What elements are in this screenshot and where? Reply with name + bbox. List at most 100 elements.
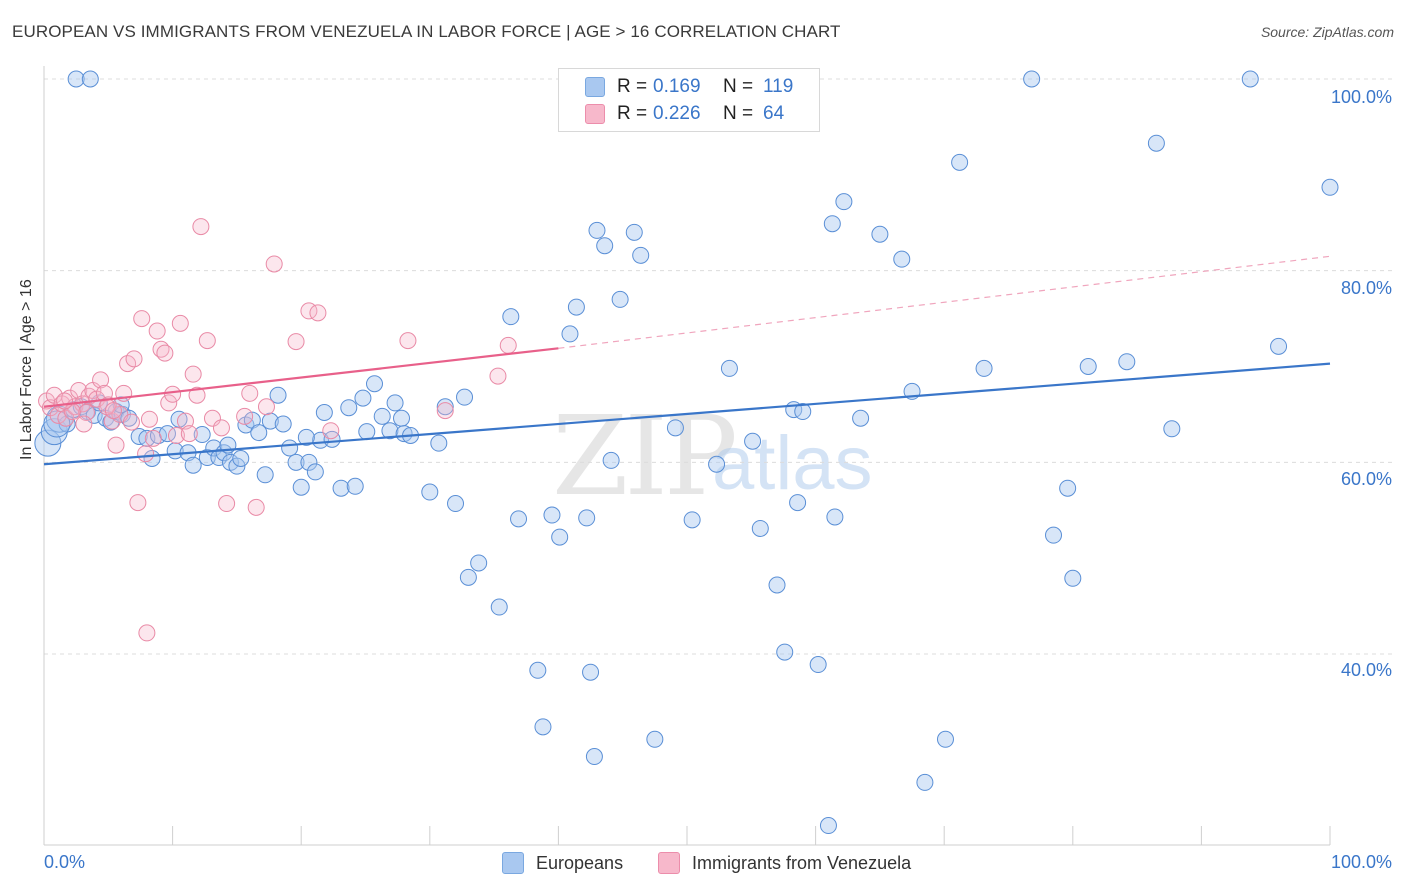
europeans-point — [354, 389, 372, 407]
europeans-point — [1118, 353, 1136, 371]
n-label: N = — [723, 76, 754, 97]
venezuela-point — [257, 398, 275, 416]
europeans-point — [430, 434, 448, 452]
europeans-point — [529, 661, 547, 679]
y-axis-label: In Labor Force | Age > 16 — [18, 279, 35, 460]
europeans-point — [611, 290, 629, 308]
y-tick-label-40: 40.0% — [1340, 660, 1392, 680]
europeans-point — [1059, 479, 1077, 497]
venezuela-point — [309, 304, 327, 322]
europeans-point — [582, 663, 600, 681]
europeans-point — [269, 386, 287, 404]
europeans-point — [1163, 420, 1181, 438]
legend-item-europeans[interactable]: Europeans — [502, 852, 623, 874]
europeans-point — [683, 511, 701, 529]
europeans-point — [323, 430, 341, 448]
venezuela-point — [322, 422, 340, 440]
europeans-point — [1045, 526, 1063, 544]
europeans-point — [67, 70, 85, 88]
europeans-point — [871, 225, 889, 243]
legend-label: Immigrants from Venezuela — [692, 852, 912, 873]
venezuela-point — [148, 322, 166, 340]
legend-label: Europeans — [536, 852, 624, 873]
europeans-point — [1241, 70, 1259, 88]
venezuela-point — [70, 381, 88, 399]
venezuela-trend-extension — [558, 255, 1331, 349]
venezuela-trend-line — [43, 347, 559, 408]
europeans-point — [395, 425, 413, 443]
venezuela-point — [164, 385, 182, 403]
europeans-point — [720, 359, 738, 377]
europeans-swatch — [585, 77, 605, 97]
europeans-point — [789, 494, 807, 512]
europeans-point — [625, 223, 643, 241]
stats-legend: R = 0.169 N = 119 R = 0.226 N = 64 — [558, 68, 820, 132]
europeans-point — [502, 308, 520, 326]
venezuela-point — [192, 218, 210, 236]
europeans-point — [826, 508, 844, 526]
venezuela-point — [138, 624, 156, 642]
europeans-point — [332, 479, 350, 497]
venezuela-point — [212, 419, 230, 437]
venezuela-point — [57, 409, 75, 427]
europeans-point — [81, 70, 99, 88]
europeans-point — [170, 410, 188, 428]
europeans-point — [776, 643, 794, 661]
venezuela-point — [140, 410, 158, 428]
europeans-point — [358, 423, 376, 441]
europeans-point — [340, 399, 358, 417]
europeans-point — [708, 455, 726, 473]
legend-item-venezuela[interactable]: Immigrants from Venezuela — [658, 852, 911, 874]
venezuela-point — [265, 255, 283, 273]
venezuela-point — [133, 310, 151, 328]
europeans-point — [459, 568, 477, 586]
europeans-point — [1270, 337, 1288, 355]
venezuela-point — [144, 429, 162, 447]
europeans-point — [1064, 569, 1082, 587]
europeans-point — [588, 221, 606, 239]
europeans-point — [916, 773, 934, 791]
europeans-point — [274, 415, 292, 433]
europeans-point — [823, 215, 841, 233]
r-value: 0.169 — [653, 76, 701, 97]
europeans-point — [543, 506, 561, 524]
europeans-point — [534, 718, 552, 736]
venezuela-point — [241, 384, 259, 402]
europeans-point — [561, 325, 579, 343]
europeans-point — [893, 250, 911, 268]
europeans-point — [510, 510, 528, 528]
venezuela-point — [489, 367, 507, 385]
venezuela-point — [198, 332, 216, 350]
europeans-trend-line — [43, 362, 1331, 466]
stats-legend-row-venezuela: R = 0.226 N = 64 — [585, 102, 784, 126]
europeans-point — [551, 528, 569, 546]
europeans-point — [852, 409, 870, 427]
europeans-point — [250, 424, 268, 442]
chart-source: Source: ZipAtlas.com — [1260, 24, 1394, 40]
r-value: 0.226 — [653, 103, 701, 124]
europeans-point — [744, 432, 762, 450]
venezuela-point — [203, 409, 221, 427]
chart-title: EUROPEAN VS IMMIGRANTS FROM VENEZUELA IN… — [12, 22, 841, 41]
europeans-point — [373, 407, 391, 425]
watermark-atlas: atlas — [712, 421, 873, 506]
europeans-point — [1321, 178, 1339, 196]
europeans-point — [184, 456, 202, 474]
y-tick-label-100: 100.0% — [1330, 87, 1392, 107]
europeans-point — [261, 412, 279, 430]
europeans-point — [315, 404, 333, 421]
europeans-point — [456, 388, 474, 406]
x-tick-label-min: 0.0% — [44, 852, 86, 872]
venezuela-point — [137, 445, 155, 463]
venezuela-point — [167, 427, 185, 444]
europeans-point — [1147, 134, 1165, 152]
europeans-point — [768, 576, 786, 594]
europeans-point — [490, 598, 508, 616]
n-value: 119 — [763, 76, 794, 97]
venezuela-point — [92, 371, 110, 389]
x-tick-label-max: 100.0% — [1330, 852, 1392, 872]
venezuela-point — [180, 425, 198, 443]
europeans-point — [951, 153, 969, 171]
europeans-point — [198, 449, 216, 467]
